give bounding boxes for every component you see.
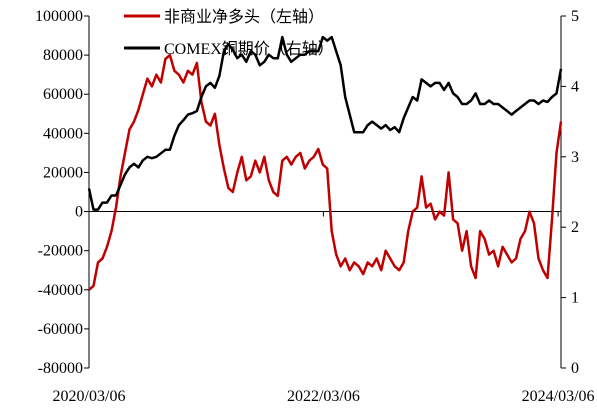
right-axis-tick-label: 4	[571, 78, 579, 95]
left-axis-tick-label: -20000	[38, 243, 83, 260]
left-axis-tick-label: 20000	[43, 164, 83, 181]
right-axis-tick-label: 3	[571, 149, 579, 166]
left-axis-tick-label: 0	[75, 204, 83, 221]
left-axis-tick-label: 100000	[35, 8, 83, 25]
right-axis-tick-label: 5	[571, 8, 579, 25]
left-axis-tick-label: -60000	[38, 321, 83, 338]
left-axis-tick-label: 80000	[43, 47, 83, 64]
legend: 非商业净多头（左轴） COMEX铜期价（右轴）	[124, 8, 334, 58]
left-axis-tick-label: -80000	[38, 360, 83, 377]
left-axis-tick-label: -40000	[38, 282, 83, 299]
right-axis-tick-label: 2	[571, 219, 579, 236]
x-axis-tick-label: 2022/03/06	[287, 388, 360, 405]
right-axis-tick-label: 0	[571, 360, 579, 377]
left-axis-tick-label: 40000	[43, 125, 83, 142]
series-line-net-long	[88, 53, 563, 291]
legend-label-net-long: 非商业净多头（左轴）	[164, 8, 324, 26]
left-axis-tick-label: 60000	[43, 86, 83, 103]
axes: -80000 -60000 -40000 -20000 0 20000 40000 60000…	[35, 8, 595, 405]
series-line-copper	[87, 35, 563, 211]
right-axis-tick-label: 1	[571, 290, 579, 307]
x-axis-tick-label: 2020/03/06	[53, 388, 126, 405]
legend-label-copper: COMEX铜期价（右轴）	[164, 40, 334, 58]
series-lines	[87, 35, 563, 291]
x-axis-tick-label: 2024/03/06	[522, 388, 595, 405]
